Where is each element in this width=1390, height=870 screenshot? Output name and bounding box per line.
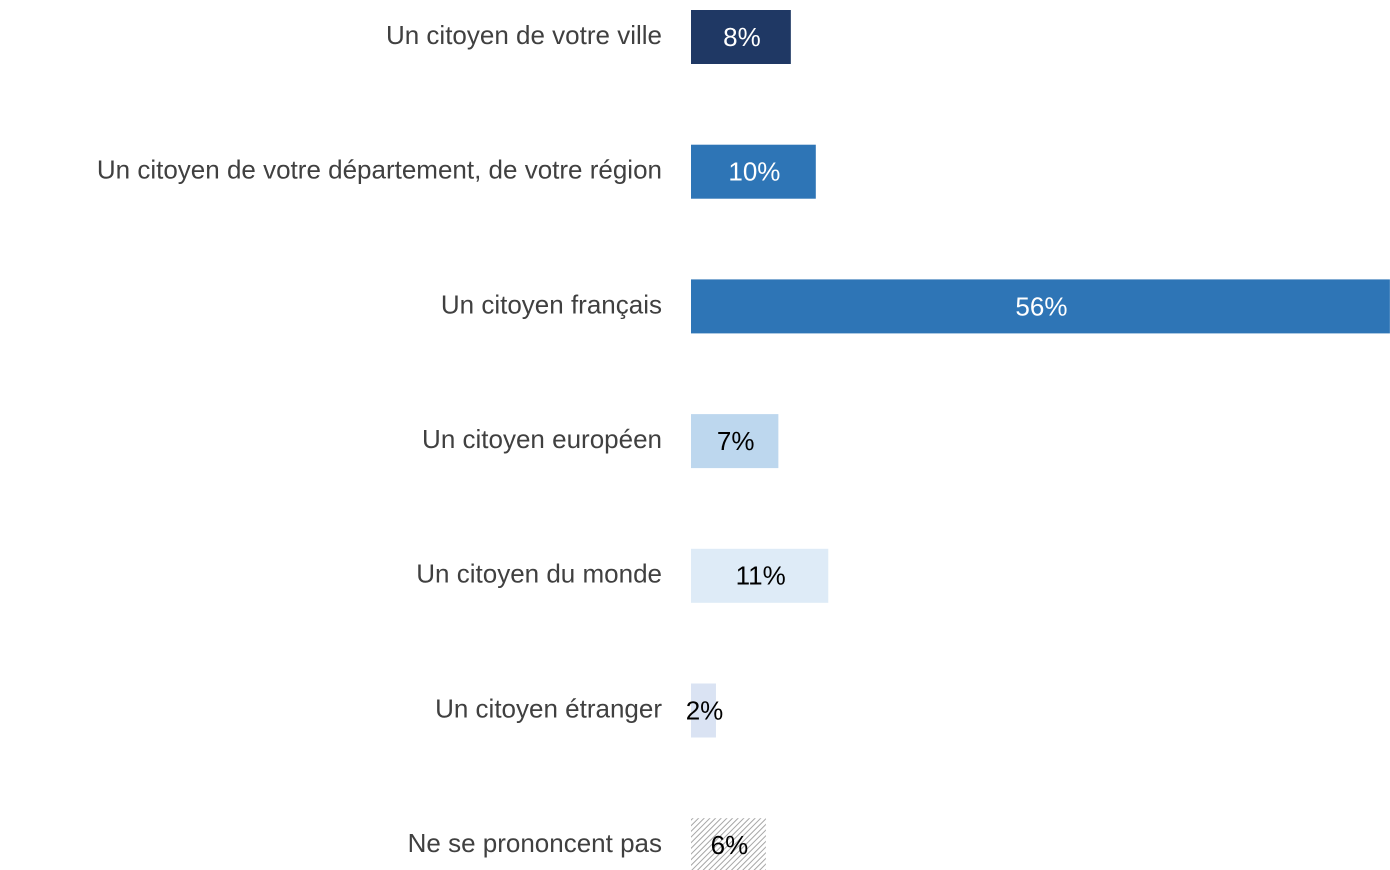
category-label: Un citoyen étranger (435, 693, 662, 723)
value-label: 7% (717, 426, 755, 456)
value-label: 2% (686, 695, 724, 725)
bar (691, 10, 791, 64)
value-label: 11% (736, 561, 786, 591)
bar (691, 414, 779, 469)
category-label: Un citoyen européen (422, 424, 662, 454)
category-label: Ne se prononcent pas (408, 828, 662, 858)
category-label: Un citoyen du monde (416, 559, 662, 589)
value-label: 6% (711, 830, 749, 860)
category-label: Un citoyen de votre ville (386, 20, 662, 50)
category-label: Un citoyen de votre département, de votr… (97, 155, 662, 185)
value-label: 10% (728, 157, 780, 187)
bar (691, 144, 816, 199)
value-label: 56% (1015, 291, 1067, 321)
value-label: 8% (723, 22, 761, 52)
bar (691, 683, 716, 738)
bar (691, 548, 829, 603)
bar (691, 279, 1390, 334)
bar (691, 818, 766, 870)
category-label: Un citoyen français (441, 289, 662, 319)
